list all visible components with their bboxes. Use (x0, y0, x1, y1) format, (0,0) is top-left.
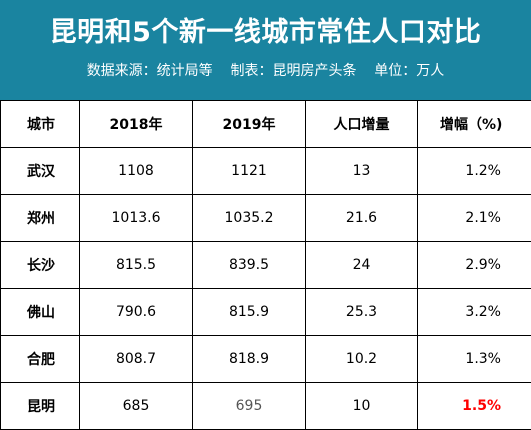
cell-increase: 10 (306, 383, 418, 430)
population-table: 城市 2018年 2019年 人口增量 增幅（%) 武汉 1108 1121 1… (0, 100, 531, 430)
cell-increase: 10.2 (306, 336, 418, 383)
cell-growth: 3.2% (418, 289, 531, 336)
cell-2018: 815.5 (80, 242, 193, 289)
cell-2019: 695 (193, 383, 306, 430)
cell-city: 佛山 (1, 289, 80, 336)
cell-2018: 1013.6 (80, 195, 193, 242)
cell-2018: 685 (80, 383, 193, 430)
column-header-increase: 人口增量 (306, 101, 418, 148)
header-banner: 昆明和5个新一线城市常住人口对比 数据来源：统计局等 制表：昆明房产头条 单位：… (0, 0, 531, 100)
page-subtitle: 数据来源：统计局等 制表：昆明房产头条 单位：万人 (0, 61, 531, 81)
cell-increase: 21.6 (306, 195, 418, 242)
column-header-city: 城市 (1, 101, 80, 148)
cell-increase: 24 (306, 242, 418, 289)
cell-2019: 818.9 (193, 336, 306, 383)
table-row: 佛山 790.6 815.9 25.3 3.2% (1, 289, 531, 336)
table-row: 长沙 815.5 839.5 24 2.9% (1, 242, 531, 289)
cell-growth: 1.3% (418, 336, 531, 383)
cell-increase: 13 (306, 148, 418, 195)
cell-2018: 808.7 (80, 336, 193, 383)
cell-2019: 1035.2 (193, 195, 306, 242)
table-row-highlight: 昆明 685 695 10 1.5% (1, 383, 531, 430)
cell-2019: 839.5 (193, 242, 306, 289)
table-header-row: 城市 2018年 2019年 人口增量 增幅（%) (1, 101, 531, 148)
cell-2018: 1108 (80, 148, 193, 195)
cell-city: 昆明 (1, 383, 80, 430)
table-row: 武汉 1108 1121 13 1.2% (1, 148, 531, 195)
column-header-growth: 增幅（%) (418, 101, 531, 148)
table-row: 郑州 1013.6 1035.2 21.6 2.1% (1, 195, 531, 242)
column-header-2018: 2018年 (80, 101, 193, 148)
table-row: 合肥 808.7 818.9 10.2 1.3% (1, 336, 531, 383)
cell-2019: 815.9 (193, 289, 306, 336)
page-title: 昆明和5个新一线城市常住人口对比 (0, 16, 531, 50)
cell-city: 合肥 (1, 336, 80, 383)
cell-growth: 2.9% (418, 242, 531, 289)
cell-city: 郑州 (1, 195, 80, 242)
cell-city: 长沙 (1, 242, 80, 289)
cell-growth: 1.2% (418, 148, 531, 195)
cell-growth-highlight: 1.5% (418, 383, 531, 430)
cell-2019: 1121 (193, 148, 306, 195)
column-header-2019: 2019年 (193, 101, 306, 148)
cell-growth: 2.1% (418, 195, 531, 242)
cell-increase: 25.3 (306, 289, 418, 336)
cell-2018: 790.6 (80, 289, 193, 336)
cell-city: 武汉 (1, 148, 80, 195)
